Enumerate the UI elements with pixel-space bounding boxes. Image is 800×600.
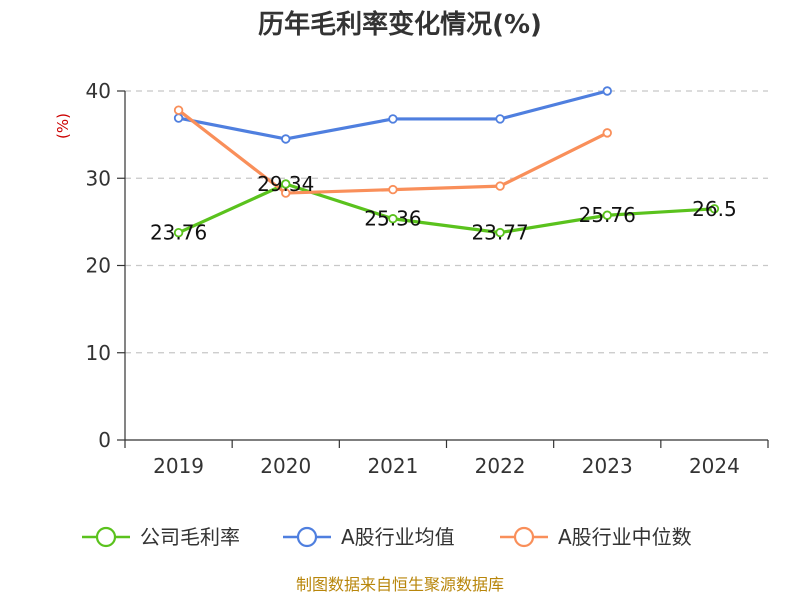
data-point <box>709 204 720 214</box>
legend: 公司毛利率 A股行业均值 A股行业中位数 <box>82 525 692 549</box>
data-label: 25.76 <box>579 203 636 227</box>
legend-label: 公司毛利率 <box>140 525 240 549</box>
y-tick-label: 40 <box>86 79 111 103</box>
y-tick-label: 20 <box>86 254 111 278</box>
x-tick-label: 2019 <box>153 454 204 478</box>
source-note: 制图数据来自恒生聚源数据库 <box>296 575 504 594</box>
y-tick-label: 10 <box>86 341 111 365</box>
data-point <box>173 227 184 238</box>
x-tick-label: 2023 <box>582 454 633 478</box>
data-point <box>602 86 612 96</box>
data-label: 23.77 <box>471 221 528 245</box>
data-point <box>388 114 398 124</box>
data-point <box>495 114 505 124</box>
y-tick-labels: 0 10 20 30 40 <box>86 79 111 452</box>
axes <box>117 90 769 448</box>
data-label: 29.34 <box>257 172 314 196</box>
data-point <box>281 134 291 144</box>
x-tick-label: 2021 <box>367 454 418 478</box>
x-tick-label: 2024 <box>689 454 740 478</box>
y-axis-label: (%) <box>54 113 72 139</box>
data-point <box>388 214 398 224</box>
legend-marker <box>513 526 535 548</box>
data-label: 25.36 <box>364 207 421 231</box>
legend-marker <box>95 526 117 548</box>
x-tick-labels: 2019 2020 2021 2022 2023 2024 <box>153 454 740 478</box>
data-point <box>388 184 398 195</box>
data-point <box>602 128 612 138</box>
data-point <box>495 227 505 238</box>
x-tick-label: 2022 <box>475 454 526 478</box>
x-tick-label: 2020 <box>260 454 311 478</box>
data-point <box>173 105 184 115</box>
data-point <box>495 181 505 191</box>
series-points <box>173 86 720 238</box>
data-labels: 23.76 29.34 25.36 23.77 25.76 26.5 <box>150 172 737 245</box>
data-point <box>281 179 291 189</box>
chart-title: 历年毛利率变化情况(%) <box>258 9 542 40</box>
data-point <box>281 188 291 198</box>
series-line <box>176 182 717 235</box>
data-label: 23.76 <box>150 221 207 245</box>
legend-label: A股行业中位数 <box>558 525 692 549</box>
legend-label: A股行业均值 <box>341 525 455 549</box>
data-point <box>173 113 184 123</box>
grid-lines <box>125 90 768 354</box>
data-label: 26.5 <box>692 197 737 221</box>
legend-marker <box>296 526 318 548</box>
y-tick-label: 30 <box>86 166 111 190</box>
data-point <box>602 210 612 220</box>
y-tick-label: 0 <box>98 428 111 452</box>
